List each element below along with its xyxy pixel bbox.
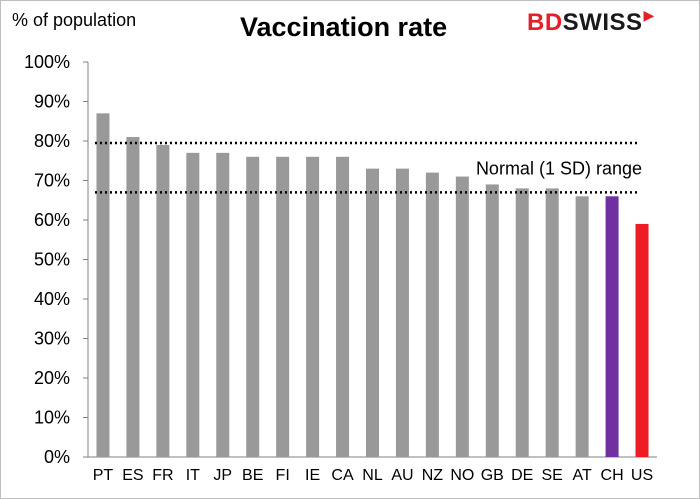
x-tick-label: CH bbox=[601, 467, 624, 484]
x-tick-label: US bbox=[631, 467, 653, 484]
logo-part2: SWISS bbox=[562, 9, 643, 36]
x-tick-label: NL bbox=[362, 467, 383, 484]
x-tick-label: FR bbox=[152, 467, 173, 484]
y-tick-label: 20% bbox=[34, 368, 70, 388]
logo-part1: BD bbox=[527, 9, 563, 36]
logo-triangle-icon: ▶ bbox=[643, 7, 655, 23]
chart-title: Vaccination rate bbox=[240, 12, 448, 42]
x-tick-label: IE bbox=[305, 467, 320, 484]
y-tick-label: 10% bbox=[34, 408, 70, 428]
x-tick-label: AU bbox=[391, 467, 413, 484]
bar-it bbox=[186, 152, 200, 457]
x-tick-label: FI bbox=[276, 467, 290, 484]
x-tick-label: SE bbox=[542, 467, 563, 484]
y-tick-label: 50% bbox=[34, 250, 70, 270]
y-tick-label: 90% bbox=[34, 92, 70, 112]
bar-ca bbox=[336, 156, 350, 458]
y-tick-label: 100% bbox=[24, 52, 70, 72]
bar-de bbox=[515, 188, 529, 457]
y-tick-label: 70% bbox=[34, 171, 70, 191]
x-tick-label: NZ bbox=[422, 467, 444, 484]
bar-be bbox=[246, 156, 260, 458]
x-tick-label: GB bbox=[481, 467, 504, 484]
bar-jp bbox=[216, 152, 230, 457]
x-tick-label: DE bbox=[511, 467, 533, 484]
band-label: Normal (1 SD) range bbox=[476, 159, 642, 179]
x-tick-label: CA bbox=[331, 467, 354, 484]
bar-us bbox=[635, 223, 649, 457]
bar-au bbox=[395, 168, 409, 457]
x-tick-label: BE bbox=[242, 467, 263, 484]
x-tick-labels: PT ES FR IT JP BE FI IE CA NL AU NZ NO GB DE SE AT CH US bbox=[93, 467, 653, 484]
bar-fi bbox=[276, 156, 290, 458]
y-tick-labels: 0% 10% 20% 30% 40% 50% 60% 70% 80% 90% 100% bbox=[24, 52, 70, 467]
bar-ie bbox=[306, 156, 320, 458]
bar-gb bbox=[485, 184, 499, 457]
y-tick-label: 40% bbox=[34, 289, 70, 309]
bar-se bbox=[545, 188, 559, 457]
bdswiss-logo: BDSWISS▶ bbox=[527, 7, 655, 37]
x-tick-label: IT bbox=[186, 467, 200, 484]
normal-range-band: Normal (1 SD) range bbox=[94, 141, 642, 194]
bar-nz bbox=[425, 172, 439, 457]
bar-at bbox=[575, 196, 589, 458]
bars bbox=[96, 113, 649, 458]
y-tick-label: 80% bbox=[34, 131, 70, 151]
x-tick-label: AT bbox=[572, 467, 591, 484]
x-tick-label: ES bbox=[122, 467, 143, 484]
y-tick-label: 0% bbox=[44, 447, 70, 467]
bar-es bbox=[126, 137, 140, 458]
bar-ch bbox=[605, 196, 619, 458]
bar-pt bbox=[96, 113, 110, 457]
x-tick-label: NO bbox=[450, 467, 474, 484]
y-axis-label: % of population bbox=[12, 10, 137, 30]
x-tick-label: PT bbox=[93, 467, 114, 484]
bar-nl bbox=[366, 168, 379, 457]
bar-fr bbox=[156, 144, 170, 457]
y-tick-label: 30% bbox=[34, 329, 70, 349]
x-tick-label: JP bbox=[213, 467, 232, 484]
bar-no bbox=[455, 176, 469, 458]
y-tick-label: 60% bbox=[34, 210, 70, 230]
